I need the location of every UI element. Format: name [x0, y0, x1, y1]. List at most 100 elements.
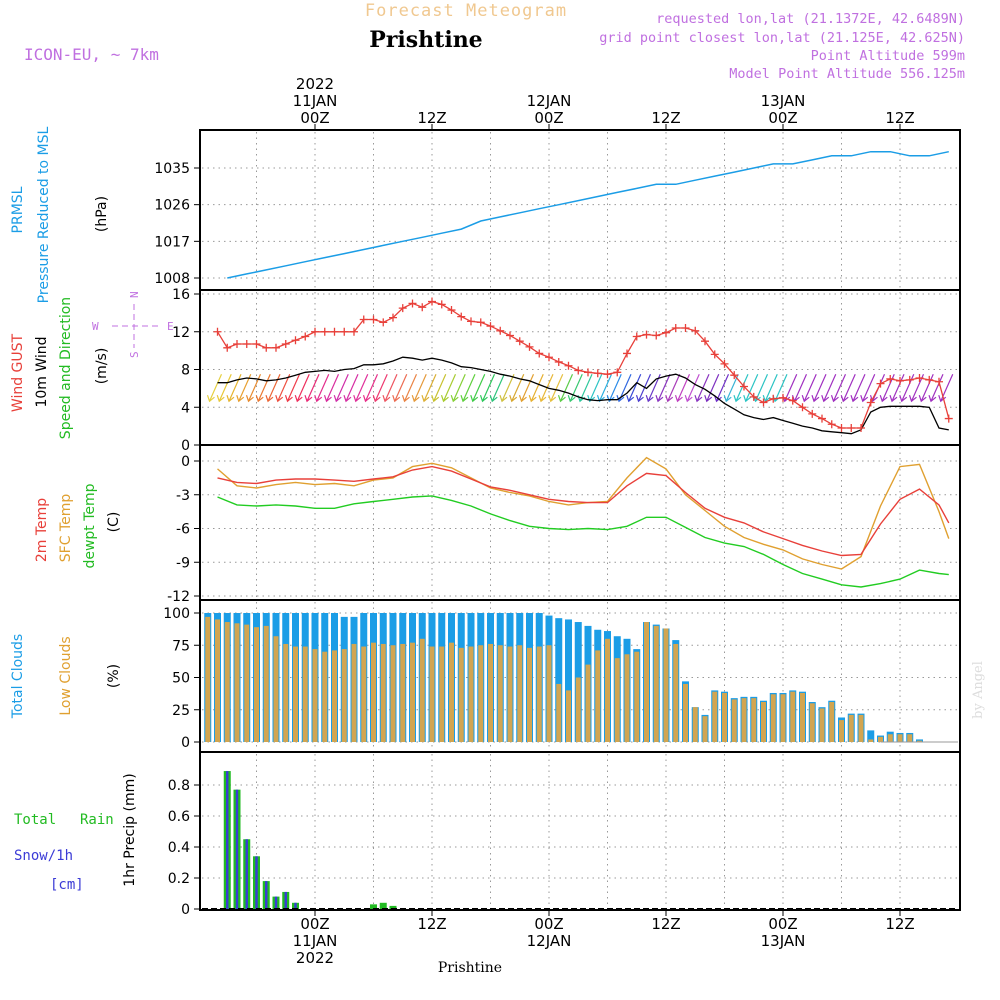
wind-barb — [852, 373, 866, 402]
wind-barb-head — [616, 395, 625, 403]
wind-barb — [325, 373, 340, 402]
gust-point — [769, 394, 778, 403]
gust-point — [681, 323, 690, 332]
low-cloud-bar — [731, 699, 737, 742]
wind-barb — [764, 373, 778, 402]
wind-barb-head — [304, 395, 313, 403]
label-total-clouds: Total Clouds — [10, 634, 26, 719]
wind-barb — [628, 373, 642, 402]
wind-barb-head — [528, 395, 537, 403]
series-layer — [202, 150, 958, 909]
wind-barb — [832, 373, 847, 402]
wind-barb — [218, 373, 232, 402]
time-label-top: 12Z — [885, 109, 914, 127]
low-cloud-bar — [302, 646, 308, 742]
gust-point — [837, 424, 846, 433]
low-cloud-bar — [244, 624, 250, 742]
gust-point — [379, 318, 388, 327]
gust-point — [301, 332, 310, 341]
compass: W E N S — [92, 291, 174, 358]
gust-point — [720, 359, 729, 368]
wind-barb — [413, 373, 427, 402]
wind-barb-head — [314, 395, 323, 403]
wind-barb-head — [645, 395, 654, 403]
low-cloud-bar — [614, 658, 620, 742]
wind-barb — [559, 373, 574, 402]
gust-point — [398, 304, 407, 313]
time-label-bottom: 12JAN — [527, 932, 572, 950]
wind-barb — [715, 373, 730, 402]
y-tick-label: 8 — [181, 363, 190, 379]
gust-point — [925, 375, 934, 384]
wind-barb-head — [899, 395, 908, 403]
label-total: Total — [14, 812, 56, 828]
total-cloud-bar — [565, 619, 572, 742]
label-pressure: Pressure Reduced to MSL — [36, 126, 52, 303]
wind-barb-head — [440, 395, 449, 403]
low-cloud-bar — [488, 643, 493, 742]
wind-barb-head — [489, 395, 498, 403]
gust-point — [866, 398, 875, 407]
gust-point — [311, 327, 319, 336]
wind-barb — [228, 373, 242, 402]
gust-point — [740, 382, 748, 391]
wind-barb — [784, 373, 798, 402]
time-label-top: 12Z — [651, 109, 680, 127]
low-cloud-bar — [790, 691, 796, 742]
wind-barb — [589, 373, 603, 402]
wind-barb — [745, 373, 759, 402]
snow-bar — [226, 771, 229, 909]
wind-barb — [345, 373, 359, 402]
gust-point — [554, 357, 563, 366]
low-cloud-bar — [809, 703, 815, 742]
low-cloud-bar — [887, 734, 893, 742]
gust-point — [905, 375, 914, 384]
low-cloud-bar — [527, 647, 532, 742]
low-cloud-bar — [653, 625, 659, 742]
gust-point — [857, 424, 865, 433]
y-tick-label: 0 — [181, 454, 190, 470]
wind-barb-head — [674, 395, 683, 403]
gust-point — [496, 326, 505, 335]
low-cloud-bar — [897, 734, 903, 742]
gust-point — [603, 370, 612, 379]
gust-point — [506, 331, 514, 340]
gust-point — [691, 326, 700, 335]
wind-barb-head — [382, 395, 391, 403]
wind-barb-head — [431, 395, 440, 403]
wind-barb-head — [226, 395, 235, 403]
low-cloud-bar — [868, 739, 874, 742]
footer-location: Prishtine — [438, 960, 502, 976]
wind-barb-head — [206, 395, 215, 403]
low-cloud-bar — [517, 645, 523, 742]
wind-barb — [384, 373, 398, 402]
gust-point — [418, 303, 427, 312]
wind-barb-head — [421, 395, 430, 403]
low-cloud-bar — [468, 646, 474, 742]
label-10m-wind: 10m Wind — [34, 336, 50, 407]
wind-barb — [257, 373, 271, 402]
label-c: (C) — [106, 512, 122, 533]
low-cloud-bar — [907, 734, 913, 742]
model-altitude: Model Point Altitude 556.125m — [729, 66, 965, 82]
gust-point — [447, 306, 456, 315]
low-cloud-bar — [575, 677, 581, 742]
wind-barb-head — [518, 395, 527, 403]
wind-barb — [823, 373, 837, 402]
low-cloud-bar — [780, 694, 786, 742]
wind-barb-head — [684, 395, 693, 403]
wind-barb-head — [840, 395, 849, 403]
low-cloud-bar — [829, 702, 835, 742]
label-cm: [cm] — [50, 877, 84, 893]
low-cloud-bar — [751, 698, 757, 742]
rain-bar — [379, 902, 387, 909]
y-tick-label: 0.6 — [168, 809, 190, 825]
gust-point — [779, 393, 787, 402]
time-label-top: 12JAN — [527, 92, 572, 110]
wind-barb-head — [294, 395, 303, 403]
label-ms: (m/s) — [94, 348, 110, 385]
gust-point — [476, 318, 485, 327]
gust-point — [788, 396, 797, 405]
time-label-bottom: 13JAN — [761, 932, 806, 950]
y-tick-label: 1035 — [154, 161, 190, 177]
